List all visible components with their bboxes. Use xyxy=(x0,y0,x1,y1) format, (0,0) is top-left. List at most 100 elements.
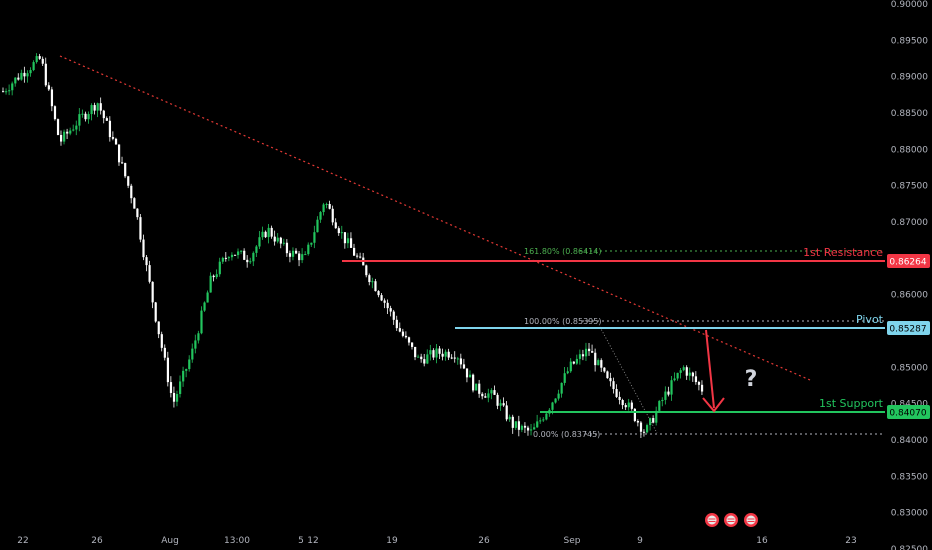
pivot-label: Pivot xyxy=(856,313,884,326)
projection-arrow xyxy=(702,329,725,413)
candle-body xyxy=(53,106,57,120)
candle-body xyxy=(295,250,298,254)
candle-body xyxy=(658,401,661,411)
candle-body xyxy=(542,419,545,421)
candle-body xyxy=(652,418,655,423)
flag-us-icon[interactable] xyxy=(724,513,738,527)
candle-body xyxy=(414,346,417,358)
candlesticks xyxy=(2,53,704,438)
candle-body xyxy=(597,360,600,366)
candle-body xyxy=(99,103,102,111)
candle-body xyxy=(514,421,517,428)
candle-body xyxy=(349,238,353,248)
candle-body xyxy=(310,242,313,245)
candle-body xyxy=(472,374,475,391)
flag-us-icon[interactable] xyxy=(705,513,719,527)
candle-body xyxy=(685,367,688,376)
candle-body xyxy=(233,254,237,256)
candle-body xyxy=(2,91,5,93)
candle-body xyxy=(395,319,398,329)
candle-body xyxy=(600,360,603,368)
candle-body xyxy=(50,89,54,107)
candle-body xyxy=(258,237,261,247)
candle-body xyxy=(160,334,163,348)
candle-body xyxy=(66,131,69,134)
descending-trendline xyxy=(59,55,811,381)
candle-body xyxy=(627,402,630,408)
candle-body xyxy=(282,242,285,244)
candle-body xyxy=(63,131,66,142)
candle-body xyxy=(639,422,643,432)
candle-body xyxy=(23,72,26,77)
price-tick-label: 0.84500 xyxy=(891,400,928,410)
fib-161-label: 161.80% (0.86414) xyxy=(524,247,601,256)
candle-body xyxy=(359,256,362,258)
candle-body xyxy=(490,390,493,394)
candle-body xyxy=(270,227,273,237)
candle-body xyxy=(194,340,197,349)
candle-body xyxy=(148,265,151,282)
candle-body xyxy=(93,105,96,111)
candle-body xyxy=(288,253,292,257)
candle-body xyxy=(694,376,698,383)
candle-body xyxy=(319,212,322,220)
candle-body xyxy=(475,383,478,391)
flag-us-icon[interactable] xyxy=(744,513,758,527)
candle-body xyxy=(69,130,72,134)
candle-body xyxy=(105,118,108,121)
candle-body xyxy=(133,198,136,209)
candle-body xyxy=(41,58,44,64)
candle-body xyxy=(691,372,694,377)
candle-body xyxy=(154,302,157,322)
candle-body xyxy=(334,222,337,229)
price-tick-label: 0.87500 xyxy=(891,182,928,192)
economic-event-icons[interactable] xyxy=(705,513,758,527)
candle-body xyxy=(584,348,588,357)
candle-body xyxy=(130,185,133,199)
candle-body xyxy=(145,257,148,266)
time-tick-label: 19 xyxy=(386,536,398,546)
candle-body xyxy=(481,393,484,397)
candle-body xyxy=(38,56,41,59)
candle-body xyxy=(206,292,209,303)
candle-body xyxy=(279,237,282,244)
time-tick-label: Sep xyxy=(564,536,581,546)
candle-body xyxy=(343,232,347,244)
time-axis[interactable]: 22 26 Aug 13:00 5 12 19 26 Sep 9 16 23 xyxy=(17,536,856,546)
candle-body xyxy=(340,232,343,234)
candle-body xyxy=(117,144,121,163)
candle-body xyxy=(447,351,450,358)
candle-body xyxy=(594,352,597,366)
candle-body xyxy=(136,208,139,218)
candle-body xyxy=(185,369,188,371)
candle-body xyxy=(75,125,78,130)
candle-body xyxy=(8,90,11,92)
candle-body xyxy=(142,239,145,258)
candle-body xyxy=(151,281,154,303)
candle-body xyxy=(646,425,649,433)
price-tick-label: 0.86000 xyxy=(891,291,928,301)
resistance-label: 1st Resistance xyxy=(803,246,883,259)
candle-body xyxy=(496,394,499,406)
candle-body xyxy=(670,380,673,395)
candle-body xyxy=(444,351,447,357)
candle-body xyxy=(392,311,395,320)
candle-body xyxy=(450,357,453,359)
candle-body xyxy=(456,358,459,360)
candle-body xyxy=(47,85,50,90)
candle-body xyxy=(90,105,93,115)
candle-body xyxy=(246,259,249,263)
candle-body xyxy=(630,402,633,409)
candle-body xyxy=(114,138,118,145)
candle-body xyxy=(420,356,423,360)
candle-body xyxy=(615,389,618,397)
candle-body xyxy=(468,374,472,378)
candle-body xyxy=(621,400,624,406)
candle-body xyxy=(536,421,539,428)
candle-body xyxy=(407,337,411,343)
price-tick-label: 0.87000 xyxy=(891,218,928,228)
candle-body xyxy=(569,361,572,372)
time-tick-label: Aug xyxy=(161,536,179,546)
candle-body xyxy=(499,403,502,406)
